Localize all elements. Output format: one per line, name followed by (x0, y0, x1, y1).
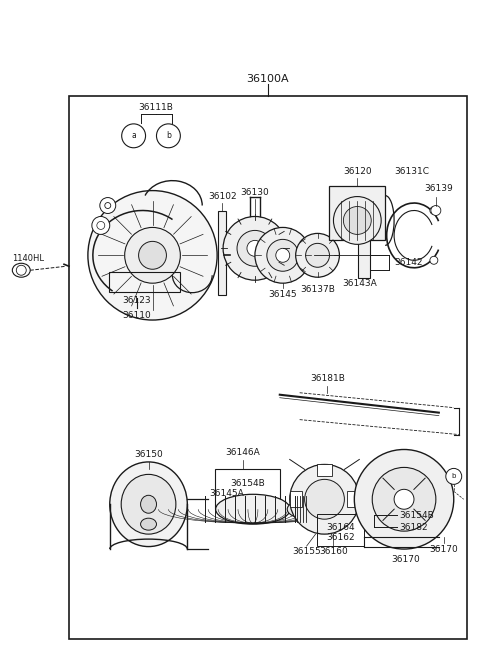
Text: a: a (131, 131, 136, 141)
Text: 36162: 36162 (326, 533, 355, 542)
Bar (290, 491, 301, 507)
Text: 36143A: 36143A (342, 279, 377, 288)
Text: 36102: 36102 (208, 192, 237, 200)
Text: 36142: 36142 (394, 258, 422, 267)
Text: 36120: 36120 (343, 167, 372, 175)
Text: 1140HL: 1140HL (12, 254, 44, 263)
Ellipse shape (287, 500, 322, 518)
Text: 36181B: 36181B (310, 374, 345, 383)
Text: 36182: 36182 (399, 523, 428, 532)
Circle shape (354, 449, 454, 549)
Circle shape (247, 240, 263, 256)
Text: 36130: 36130 (240, 187, 269, 196)
Text: 36155: 36155 (292, 547, 321, 556)
Circle shape (430, 206, 438, 214)
Bar (109, 272, 180, 292)
Circle shape (156, 124, 180, 148)
Circle shape (139, 241, 167, 269)
Text: 36154B: 36154B (230, 480, 265, 488)
Circle shape (334, 196, 381, 244)
Text: 36160: 36160 (319, 547, 348, 556)
Circle shape (306, 243, 329, 267)
Text: 36110: 36110 (122, 311, 151, 320)
Ellipse shape (110, 462, 187, 547)
Circle shape (237, 231, 273, 266)
Circle shape (16, 265, 26, 275)
Bar (316, 464, 333, 476)
Circle shape (88, 191, 217, 320)
Circle shape (394, 489, 414, 509)
Text: 36164: 36164 (326, 523, 355, 532)
Circle shape (122, 124, 145, 148)
Ellipse shape (216, 494, 290, 524)
Bar (215, 469, 280, 509)
Circle shape (431, 206, 441, 215)
Circle shape (446, 468, 462, 484)
Circle shape (267, 239, 299, 271)
Circle shape (105, 202, 111, 208)
Text: 36137B: 36137B (300, 285, 335, 294)
Text: 36145: 36145 (268, 290, 297, 299)
Text: 36131C: 36131C (395, 167, 430, 175)
Bar (358, 219, 370, 278)
Circle shape (305, 480, 344, 519)
Text: b: b (452, 474, 456, 480)
Circle shape (100, 198, 116, 214)
Text: b: b (166, 131, 171, 141)
Ellipse shape (12, 263, 30, 277)
Circle shape (343, 206, 371, 235)
Circle shape (125, 227, 180, 283)
Text: 36100A: 36100A (247, 74, 289, 84)
Text: 36139: 36139 (424, 183, 453, 193)
Bar (316, 514, 364, 546)
Circle shape (296, 233, 339, 277)
Ellipse shape (121, 474, 176, 534)
Text: 36146A: 36146A (226, 449, 260, 457)
Bar (218, 210, 226, 295)
Text: 36145A: 36145A (210, 489, 244, 498)
Text: 36170: 36170 (392, 555, 420, 564)
Bar (348, 491, 360, 507)
Ellipse shape (141, 495, 156, 513)
Circle shape (372, 467, 436, 531)
Text: 36111B: 36111B (138, 103, 173, 112)
Circle shape (276, 248, 290, 262)
Circle shape (97, 221, 105, 229)
Ellipse shape (141, 518, 156, 530)
Text: 36170: 36170 (430, 545, 458, 554)
Circle shape (92, 216, 110, 235)
Text: 36123: 36123 (122, 296, 151, 305)
Bar (329, 186, 385, 240)
Text: 36154B: 36154B (399, 511, 434, 520)
Circle shape (255, 227, 311, 283)
Text: 36150: 36150 (134, 451, 163, 459)
Circle shape (223, 216, 287, 280)
Circle shape (430, 256, 438, 264)
Bar (69, 96, 467, 639)
Circle shape (290, 464, 360, 534)
